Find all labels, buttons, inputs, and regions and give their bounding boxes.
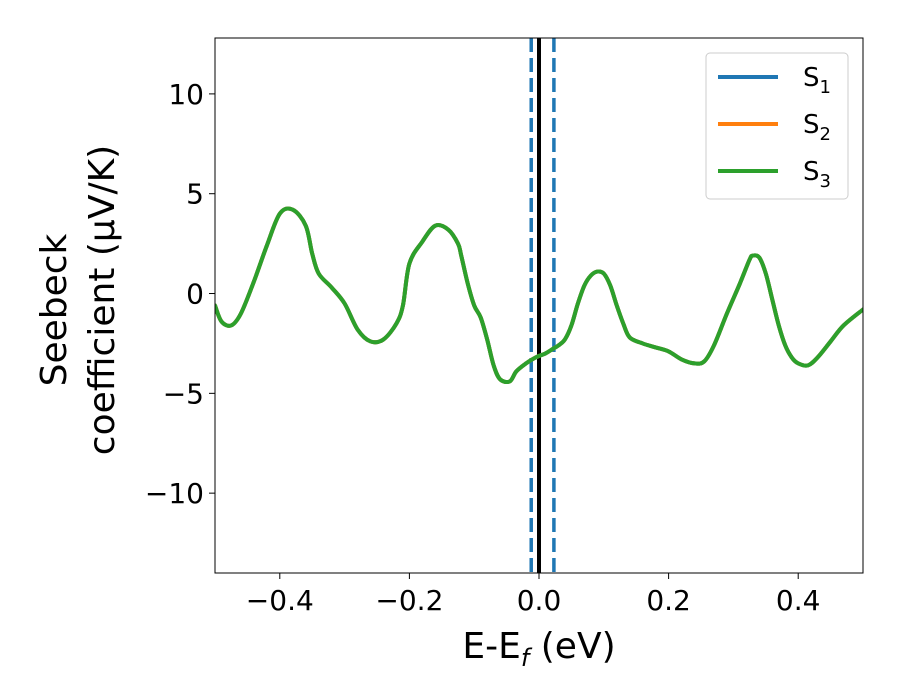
x-tick-label: 0.0 [517, 584, 562, 617]
y-axis-label-line2: coefficient (μV/K) [82, 145, 123, 455]
y-tick-label: 10 [168, 78, 204, 111]
x-tick-label: −0.2 [375, 584, 443, 617]
legend-label-s3: S3 [803, 157, 831, 192]
x-axis-ticks: −0.4 −0.2 0.0 0.2 0.4 [246, 573, 821, 617]
legend-items: S1 S2 S3 [718, 63, 831, 192]
x-tick-label: 0.4 [776, 584, 821, 617]
y-tick-label: −10 [145, 477, 204, 510]
y-tick-label: 5 [186, 178, 204, 211]
reference-lines [529, 38, 556, 573]
y-tick-label: 0 [186, 278, 204, 311]
legend: S1 S2 S3 [705, 52, 849, 200]
x-tick-label: 0.2 [646, 584, 691, 617]
series-layer [215, 206, 863, 385]
y-axis-label-line1: Seebeck [34, 233, 75, 386]
y-axis-ticks: −10 −5 0 5 10 [145, 78, 215, 510]
series-line-s3 [215, 206, 863, 385]
x-tick-label: −0.4 [246, 584, 314, 617]
x-axis-label: E-Ef (eV) [462, 626, 615, 672]
y-tick-label: −5 [163, 377, 204, 410]
legend-label-s2: S2 [803, 110, 831, 145]
legend-label-s1: S1 [803, 63, 831, 98]
